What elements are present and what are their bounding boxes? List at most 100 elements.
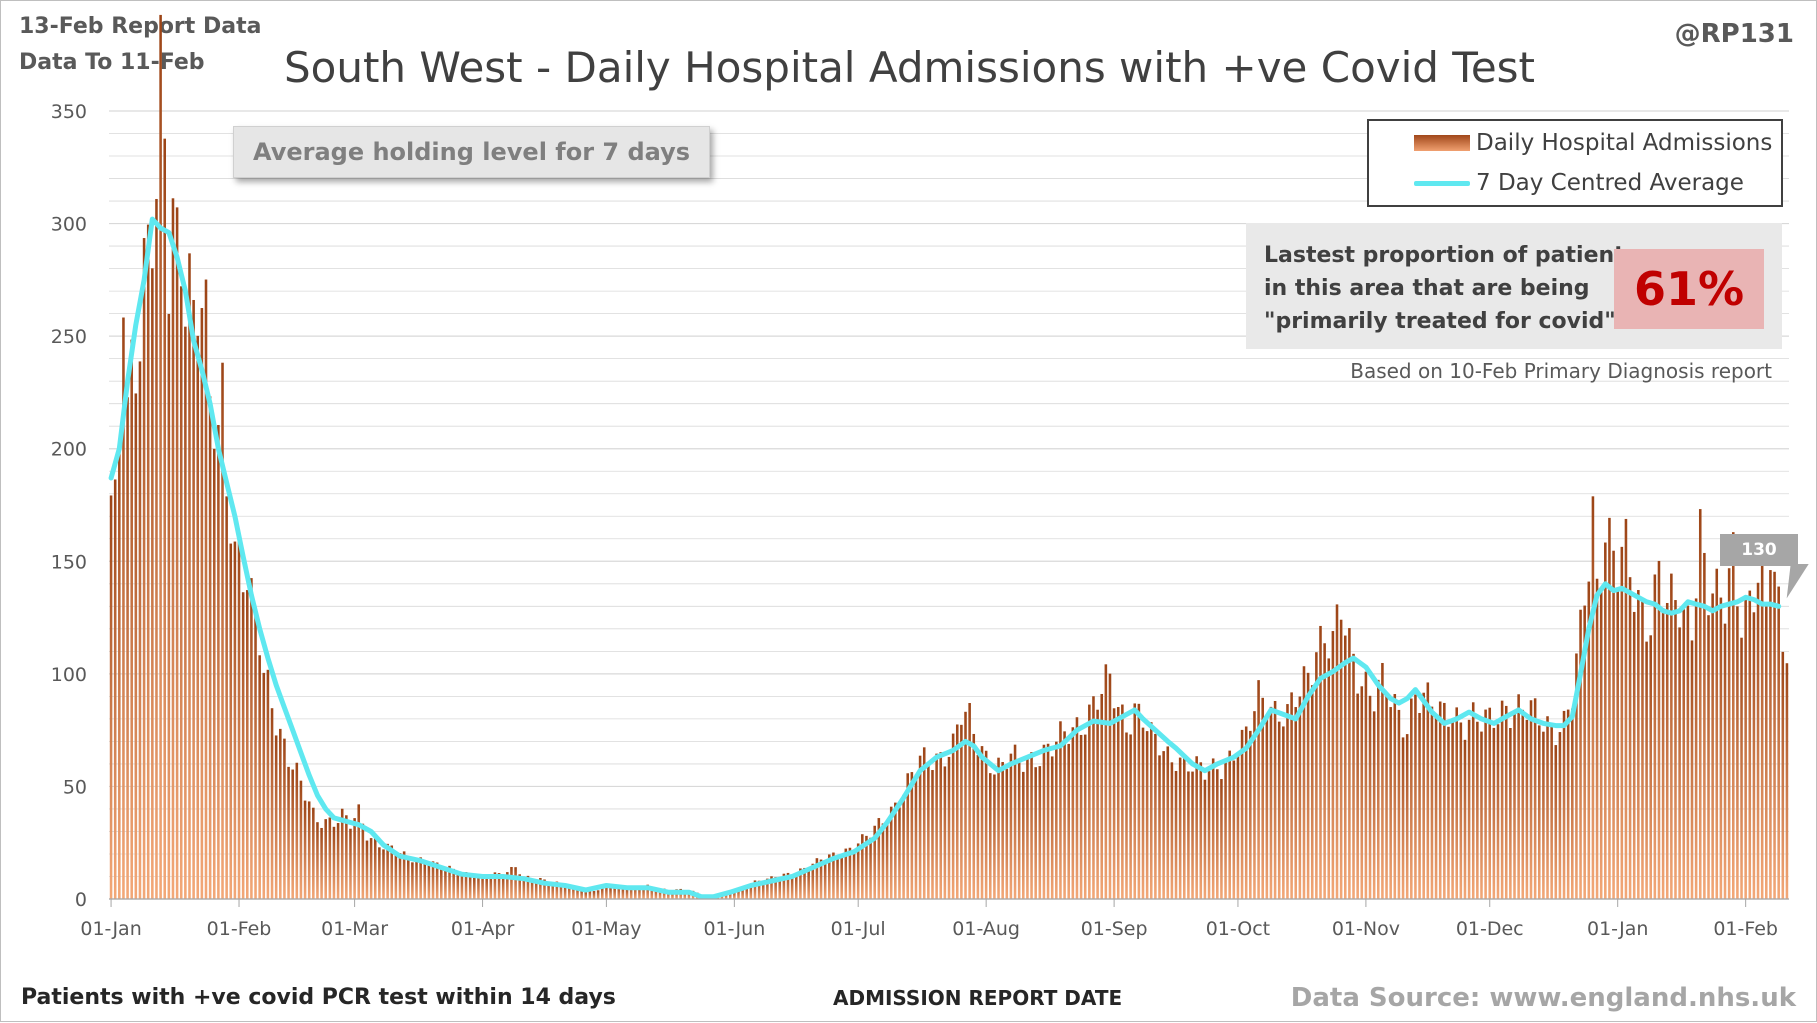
y-tick-label: 50 bbox=[63, 776, 87, 798]
daily-admission-bar bbox=[1529, 700, 1533, 899]
daily-admission-bar bbox=[1195, 756, 1198, 899]
daily-admission-bar bbox=[1769, 570, 1772, 899]
daily-admission-bar bbox=[155, 198, 158, 899]
daily-admission-bar bbox=[440, 868, 443, 899]
daily-admission-bar bbox=[518, 874, 521, 899]
daily-admission-bar bbox=[906, 773, 910, 899]
daily-admission-bar bbox=[1154, 733, 1157, 899]
daily-admission-bar bbox=[861, 834, 864, 899]
daily-admission-bar bbox=[320, 827, 323, 899]
daily-admission-bar bbox=[1108, 673, 1112, 899]
daily-admission-bar bbox=[782, 873, 786, 899]
daily-admission-bar bbox=[766, 878, 769, 899]
daily-admission-bar bbox=[493, 872, 497, 899]
daily-admission-bar bbox=[1653, 574, 1657, 899]
legend-bar-label: Daily Hospital Admissions bbox=[1476, 130, 1773, 156]
daily-admission-bar bbox=[1620, 546, 1624, 899]
daily-admission-bar bbox=[1575, 653, 1578, 899]
daily-admission-bar bbox=[390, 845, 394, 899]
daily-admission-bar bbox=[473, 877, 476, 899]
daily-admission-bar bbox=[1372, 711, 1376, 899]
daily-admission-bar bbox=[1112, 708, 1116, 899]
daily-admission-bar bbox=[1628, 577, 1632, 899]
daily-admission-bar bbox=[1228, 750, 1231, 899]
daily-admission-bar bbox=[811, 863, 815, 899]
daily-admission-bar bbox=[592, 891, 596, 899]
daily-admission-bar bbox=[506, 872, 509, 899]
daily-admission-bar bbox=[799, 868, 802, 899]
daily-admission-bar bbox=[584, 891, 588, 899]
daily-admission-bar bbox=[1736, 606, 1739, 899]
daily-admission-bar bbox=[609, 887, 612, 899]
daily-admission-bar bbox=[634, 885, 637, 899]
daily-admission-bar bbox=[1088, 704, 1091, 899]
daily-admission-bar bbox=[1079, 734, 1083, 899]
data-to-line: Data To 11-Feb bbox=[19, 50, 205, 75]
daily-admission-bar bbox=[980, 746, 984, 899]
daily-admission-bar bbox=[237, 532, 241, 899]
daily-admission-bar bbox=[444, 868, 447, 899]
footer-note: Patients with +ve covid PCR test within … bbox=[21, 985, 616, 1010]
daily-admission-bar bbox=[1178, 757, 1182, 899]
daily-admission-bar bbox=[580, 890, 583, 899]
daily-admission-bar bbox=[1707, 615, 1710, 899]
daily-admission-bar bbox=[828, 854, 831, 899]
daily-admission-bar bbox=[398, 853, 402, 899]
daily-admission-bar bbox=[1727, 568, 1731, 899]
daily-admission-bar bbox=[563, 885, 567, 899]
daily-admission-bar bbox=[1414, 694, 1417, 899]
daily-admission-bar bbox=[427, 865, 431, 899]
daily-admission-bar bbox=[1211, 758, 1215, 899]
daily-admission-bar bbox=[534, 879, 538, 899]
daily-admission-bar bbox=[1773, 571, 1776, 899]
daily-admission-bar bbox=[1698, 509, 1702, 899]
daily-admission-bar bbox=[823, 860, 827, 899]
proportion-value: 61% bbox=[1614, 249, 1764, 329]
daily-admission-bar bbox=[146, 224, 150, 899]
daily-admission-bar bbox=[951, 733, 955, 899]
x-axis-label: ADMISSION REPORT DATE bbox=[833, 986, 1123, 1010]
chart-title: South West - Daily Hospital Admissions w… bbox=[283, 43, 1536, 92]
daily-admission-bar bbox=[1455, 707, 1458, 899]
daily-admission-bar bbox=[1096, 709, 1099, 899]
daily-admission-bar bbox=[671, 890, 674, 899]
proportion-line-3: "primarily treated for covid". bbox=[1264, 309, 1625, 334]
daily-admission-bar bbox=[279, 728, 282, 899]
daily-admission-bar bbox=[423, 862, 427, 899]
daily-admission-bar bbox=[266, 669, 270, 899]
daily-admission-bar bbox=[741, 887, 744, 899]
daily-admission-bar bbox=[1674, 600, 1677, 899]
daily-admission-bar bbox=[1731, 532, 1735, 899]
daily-admission-bar bbox=[1158, 755, 1161, 899]
daily-admission-bar bbox=[225, 496, 228, 899]
daily-admission-bar bbox=[1290, 692, 1293, 899]
daily-admission-bar bbox=[869, 837, 872, 899]
daily-admission-bar bbox=[1203, 779, 1207, 899]
callout-pointer bbox=[1786, 564, 1809, 599]
daily-admission-bar bbox=[1537, 725, 1541, 899]
daily-admission-bar bbox=[122, 317, 125, 900]
daily-admission-bar bbox=[192, 299, 195, 899]
daily-admission-bar bbox=[1187, 771, 1190, 899]
daily-admission-bar bbox=[134, 393, 138, 899]
daily-admission-bar bbox=[1599, 590, 1603, 899]
daily-admission-bar bbox=[1723, 623, 1727, 899]
daily-admission-bar bbox=[910, 772, 914, 899]
daily-admission-bar bbox=[522, 876, 526, 899]
daily-admission-bar bbox=[881, 823, 885, 899]
daily-admission-bar bbox=[988, 773, 992, 899]
daily-admission-bar bbox=[1533, 698, 1537, 899]
daily-admission-bar bbox=[877, 818, 881, 899]
daily-admission-bar bbox=[460, 872, 464, 899]
daily-admission-bar bbox=[1443, 702, 1446, 899]
x-tick-label: 01-May bbox=[571, 918, 641, 940]
daily-admission-bar bbox=[510, 867, 513, 899]
daily-admission-bar bbox=[312, 807, 315, 899]
daily-admission-bar bbox=[307, 801, 311, 899]
daily-admission-bar bbox=[617, 886, 621, 899]
daily-admission-bar bbox=[167, 313, 171, 899]
daily-admission-bar bbox=[1566, 709, 1570, 899]
daily-admission-bar bbox=[939, 752, 943, 899]
daily-admission-bar bbox=[1067, 743, 1070, 899]
daily-admission-bar bbox=[171, 198, 175, 899]
